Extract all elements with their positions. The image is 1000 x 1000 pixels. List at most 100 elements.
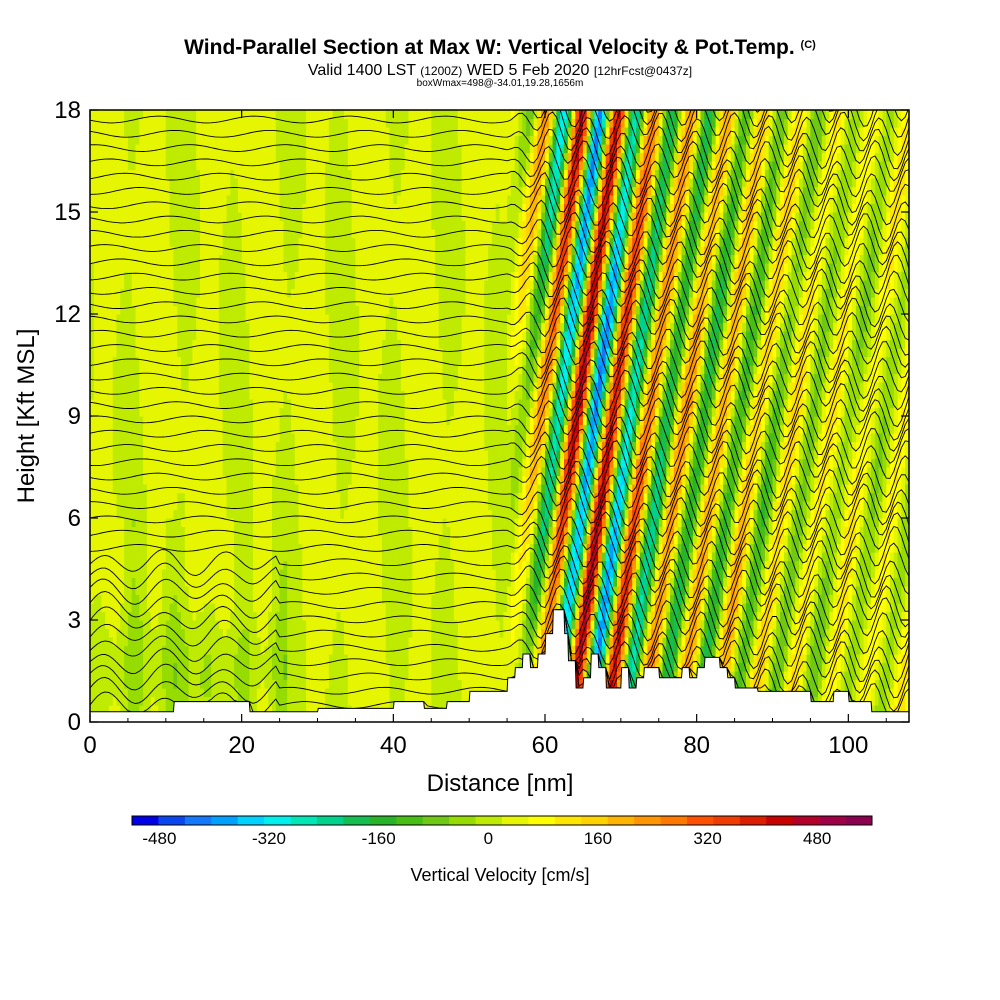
field-cell bbox=[340, 373, 345, 383]
field-cell bbox=[188, 263, 193, 273]
field-cell bbox=[298, 305, 303, 315]
field-cell bbox=[97, 509, 102, 519]
field-cell bbox=[93, 271, 99, 281]
field-cell bbox=[328, 314, 334, 324]
field-cell bbox=[347, 186, 353, 196]
field-cell bbox=[283, 237, 288, 247]
field-cell bbox=[93, 611, 99, 621]
field-cell bbox=[135, 152, 140, 162]
field-cell bbox=[135, 603, 140, 613]
field-cell bbox=[146, 484, 152, 494]
field-cell bbox=[97, 484, 102, 494]
field-cell bbox=[127, 152, 133, 162]
field-cell bbox=[230, 475, 235, 485]
field-cell bbox=[253, 424, 258, 434]
field-cell bbox=[260, 118, 265, 128]
field-cell bbox=[150, 552, 156, 562]
field-cell bbox=[230, 569, 235, 579]
field-cell bbox=[200, 169, 205, 179]
field-cell bbox=[93, 161, 99, 171]
field-cell bbox=[131, 433, 137, 443]
field-cell bbox=[298, 543, 303, 553]
field-cell bbox=[256, 288, 262, 298]
field-cell bbox=[336, 416, 341, 426]
field-cell bbox=[120, 280, 125, 290]
field-cell bbox=[234, 518, 239, 528]
field-cell bbox=[306, 526, 311, 536]
field-cell bbox=[253, 569, 258, 579]
field-cell bbox=[127, 314, 133, 324]
field-cell bbox=[143, 297, 148, 307]
field-cell bbox=[165, 331, 171, 341]
field-cell bbox=[340, 237, 345, 247]
field-cell bbox=[165, 705, 171, 715]
field-cell bbox=[294, 594, 300, 604]
field-cell bbox=[162, 679, 167, 689]
field-cell bbox=[344, 152, 349, 162]
field-cell bbox=[120, 297, 125, 307]
field-cell bbox=[317, 254, 322, 264]
field-cell bbox=[124, 543, 129, 553]
field-cell bbox=[120, 467, 125, 477]
field-cell bbox=[146, 331, 152, 341]
field-cell bbox=[101, 373, 106, 383]
field-cell bbox=[181, 441, 186, 451]
field-cell bbox=[154, 433, 159, 443]
field-cell bbox=[200, 526, 205, 536]
field-cell bbox=[112, 433, 118, 443]
field-cell bbox=[230, 373, 235, 383]
field-cell bbox=[272, 535, 277, 545]
field-cell bbox=[222, 509, 228, 519]
field-cell bbox=[336, 628, 341, 638]
field-cell bbox=[200, 611, 205, 621]
field-cell bbox=[268, 348, 273, 358]
field-cell bbox=[241, 144, 247, 154]
field-cell bbox=[325, 416, 330, 426]
field-cell bbox=[124, 212, 129, 222]
field-cell bbox=[162, 195, 167, 205]
field-cell bbox=[200, 237, 205, 247]
field-cell bbox=[93, 280, 99, 290]
field-cell bbox=[120, 382, 125, 392]
field-cell bbox=[253, 373, 258, 383]
field-cell bbox=[127, 331, 133, 341]
field-cell bbox=[237, 560, 243, 570]
field-cell bbox=[226, 637, 231, 647]
field-cell bbox=[332, 662, 338, 672]
field-cell bbox=[325, 441, 330, 451]
field-cell bbox=[298, 492, 303, 502]
field-cell bbox=[279, 662, 284, 672]
field-cell bbox=[173, 144, 178, 154]
field-cell bbox=[218, 484, 224, 494]
field-cell bbox=[347, 577, 353, 587]
field-cell bbox=[245, 127, 250, 137]
field-cell bbox=[222, 356, 228, 366]
field-cell bbox=[230, 246, 235, 256]
field-cell bbox=[268, 339, 273, 349]
field-cell bbox=[139, 373, 144, 383]
field-cell bbox=[328, 365, 334, 375]
field-cell bbox=[188, 654, 193, 664]
field-cell bbox=[105, 696, 110, 706]
field-cell bbox=[97, 152, 102, 162]
field-cell bbox=[146, 220, 152, 230]
field-cell bbox=[283, 611, 288, 621]
field-cell bbox=[139, 645, 144, 655]
field-cell bbox=[279, 263, 284, 273]
field-cell bbox=[237, 212, 243, 222]
field-cell bbox=[241, 594, 247, 604]
field-cell bbox=[237, 152, 243, 162]
field-cell bbox=[245, 424, 250, 434]
field-cell bbox=[188, 246, 193, 256]
field-cell bbox=[279, 246, 284, 256]
field-cell bbox=[207, 110, 212, 120]
field-cell bbox=[302, 144, 307, 154]
field-cell bbox=[279, 603, 284, 613]
field-cell bbox=[146, 433, 152, 443]
field-cell bbox=[184, 110, 190, 120]
field-cell bbox=[287, 628, 292, 638]
field-cell bbox=[313, 297, 319, 307]
field-cell bbox=[321, 178, 326, 188]
field-cell bbox=[321, 237, 326, 247]
field-cell bbox=[249, 399, 254, 409]
